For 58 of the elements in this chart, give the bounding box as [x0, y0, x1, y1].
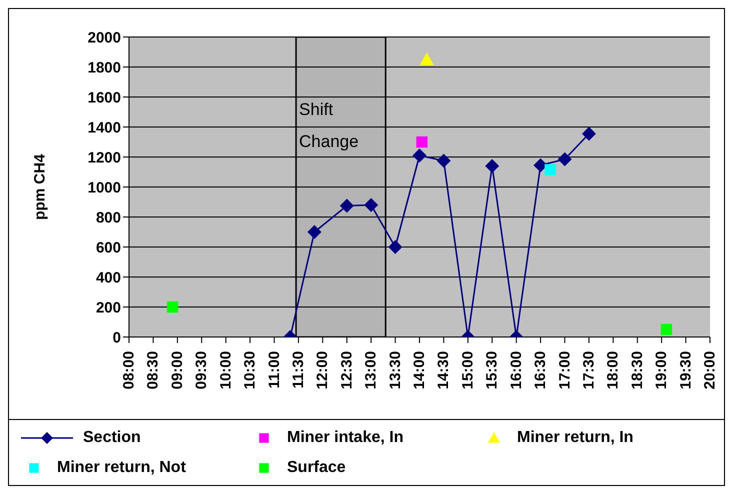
point — [660, 324, 672, 336]
x-tick-label: 12:00 — [314, 351, 332, 390]
point — [534, 158, 548, 172]
y-tick-label: 2000 — [88, 29, 121, 46]
x-tick-label: 16:30 — [532, 351, 550, 390]
x-tick-label: 08:30 — [144, 351, 162, 390]
point — [436, 154, 451, 168]
legend-label: Miner return, In — [517, 428, 634, 446]
x-tick-label: 10:30 — [242, 351, 259, 390]
y-tick-label: 600 — [96, 239, 121, 256]
x-tick-label: 15:30 — [484, 351, 501, 390]
band-label: Shift Change — [299, 100, 359, 151]
point — [388, 240, 402, 254]
point — [558, 152, 572, 166]
y-tick-label: 400 — [96, 269, 121, 286]
x-tick-label: 13:00 — [362, 351, 380, 390]
x-tick-label: 11:00 — [266, 351, 283, 389]
y-tick-label: 1000 — [88, 179, 121, 196]
x-tick-label: 13:30 — [386, 351, 404, 390]
legend-label: Miner intake, In — [287, 428, 404, 446]
point — [582, 126, 596, 141]
x-tick-label: 19:00 — [653, 351, 670, 390]
legend-label: Surface — [287, 458, 346, 476]
x-tick-label: 14:00 — [411, 351, 428, 390]
y-tick-label: 800 — [96, 209, 121, 226]
x-tick-label: 11:30 — [290, 351, 307, 389]
y-tick-label: 1400 — [88, 119, 121, 136]
x-tick-label: 12:30 — [338, 351, 356, 390]
legend-label: Section — [83, 428, 141, 446]
y-tick-label: 0 — [112, 329, 121, 346]
x-tick-label: 08:00 — [120, 351, 138, 390]
point — [307, 225, 322, 239]
x-tick-label: 17:30 — [580, 351, 598, 390]
point — [340, 198, 354, 213]
x-tick-label: 18:30 — [628, 351, 646, 390]
point — [416, 136, 428, 148]
point — [420, 52, 434, 66]
x-tick-label: 14:30 — [435, 351, 452, 390]
x-tick-label: 09:30 — [193, 351, 210, 390]
y-tick-label: 1600 — [88, 89, 121, 106]
x-tick-label: 20:00 — [702, 351, 718, 390]
legend-label: Miner return, Not — [57, 458, 186, 476]
point — [412, 148, 426, 162]
x-tick-label: 10:00 — [217, 351, 234, 390]
point — [485, 159, 500, 173]
y-tick-label: 200 — [96, 299, 121, 316]
y-tick-label: 1800 — [88, 59, 121, 76]
y-axis-title: ppm CH4 — [31, 153, 48, 220]
point — [544, 164, 556, 176]
x-tick-label: 18:00 — [604, 351, 622, 390]
y-tick-label: 1200 — [88, 149, 121, 166]
point — [166, 301, 178, 313]
x-tick-label: 09:00 — [168, 351, 186, 390]
point — [364, 198, 378, 212]
x-tick-label: 15:00 — [459, 351, 476, 390]
x-tick-label: 16:00 — [508, 351, 525, 390]
x-tick-label: 19:30 — [677, 351, 694, 390]
x-tick-label: 17:00 — [556, 351, 574, 390]
